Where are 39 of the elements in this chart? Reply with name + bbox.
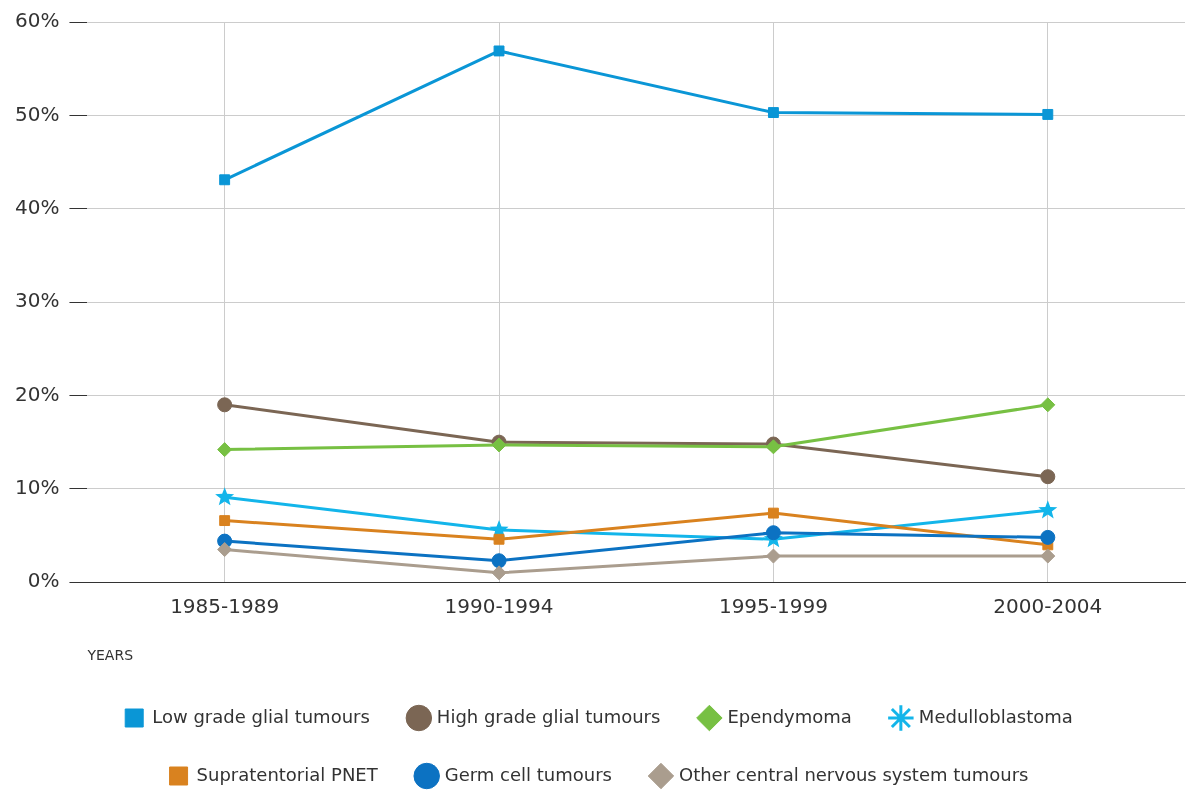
point [219, 515, 231, 527]
legend-label: High grade glial tumours [436, 705, 661, 727]
legend-label: Other central nervous system tumours [678, 763, 1029, 785]
point [767, 507, 779, 519]
point [1038, 500, 1058, 519]
legend-label: Supratentorial PNET [196, 763, 379, 785]
point [491, 565, 507, 581]
y-tick-label: 10% [15, 475, 60, 500]
x-axis-title: YEARS [86, 647, 134, 664]
point [217, 442, 233, 458]
x-tick-label: 1990-1994 [444, 594, 554, 619]
point [767, 107, 779, 119]
point [1040, 397, 1056, 413]
x-tick-label: 1985-1989 [170, 594, 280, 619]
y-tick-label: 50% [15, 101, 60, 126]
legend-label: Germ cell tumours [444, 763, 612, 785]
y-tick-label: 60% [15, 8, 60, 33]
point [765, 525, 781, 541]
x-tick-label: 2000-2004 [993, 594, 1103, 619]
point [1040, 548, 1056, 564]
y-tick-label: 30% [15, 288, 60, 313]
point [1040, 529, 1056, 545]
x-tick-label: 1995-1999 [718, 594, 828, 619]
point [1040, 469, 1056, 485]
point [493, 533, 505, 545]
legend-label: Ependymoma [727, 705, 852, 727]
y-tick-label: 20% [15, 381, 60, 406]
point [493, 45, 505, 57]
point [217, 397, 233, 413]
legend-label: Low grade glial tumours [152, 705, 370, 727]
y-tick-label: 40% [15, 194, 60, 219]
point [491, 553, 507, 569]
y-tick-label: 0% [27, 568, 60, 593]
point [219, 174, 231, 186]
point [765, 548, 781, 564]
point [1042, 108, 1054, 120]
point [215, 487, 235, 506]
point [217, 542, 233, 558]
legend-label: Medulloblastoma [918, 705, 1073, 727]
